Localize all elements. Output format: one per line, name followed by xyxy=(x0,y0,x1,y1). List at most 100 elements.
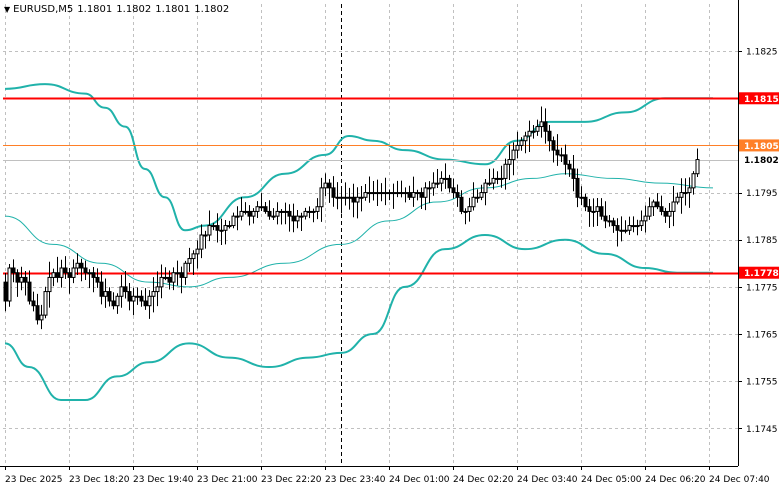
candle xyxy=(39,304,44,330)
candle xyxy=(339,188,344,214)
candle xyxy=(103,278,108,308)
candle xyxy=(251,208,256,224)
candle-body-bull xyxy=(187,258,192,264)
candle xyxy=(495,171,500,185)
candle-body-bear xyxy=(31,300,36,307)
candle-body-bear xyxy=(67,272,72,278)
candle xyxy=(7,264,12,307)
close-value: 1.1802 xyxy=(194,4,230,15)
candle-body-bull xyxy=(7,267,12,302)
candle-body-bull xyxy=(471,196,476,208)
candle xyxy=(23,271,28,296)
candle xyxy=(415,189,420,201)
candle-body-bull xyxy=(159,276,164,288)
candle xyxy=(43,286,48,319)
candle xyxy=(375,179,380,206)
candle-body-bull xyxy=(495,177,500,180)
candle-body-bear xyxy=(547,130,552,142)
candle xyxy=(559,147,564,162)
candle-body-bull xyxy=(367,192,372,195)
candle xyxy=(423,182,428,211)
candle xyxy=(599,198,604,220)
candle-body-bull xyxy=(171,272,176,283)
candle xyxy=(679,178,684,214)
candle-body-bull xyxy=(195,248,200,255)
candle xyxy=(31,291,36,312)
candle-body-bull xyxy=(71,267,76,278)
candle-body-bull xyxy=(691,173,696,189)
candle-body-bear xyxy=(91,272,96,278)
time-axis: 23 Dec 2025 23 Dec 18:20 23 Dec 19:40 23 De… xyxy=(5,466,770,485)
candle-body-bear xyxy=(143,300,148,307)
candle xyxy=(343,182,348,206)
candle xyxy=(19,266,24,291)
candle-body-bull xyxy=(479,192,484,198)
candle-body-bull xyxy=(523,135,528,142)
bollinger-bands xyxy=(4,83,714,401)
candle xyxy=(87,269,92,289)
candle-body-bull xyxy=(415,192,420,195)
candle xyxy=(275,202,280,225)
candle xyxy=(167,270,172,290)
candle xyxy=(183,260,188,285)
candle-body-bull xyxy=(183,262,188,278)
candle-body-bear xyxy=(215,225,220,231)
candle-body-bull xyxy=(595,206,600,212)
time-tick-label: 23 Dec 18:20 xyxy=(69,475,130,485)
time-tick-label: 23 Dec 22:20 xyxy=(261,475,322,485)
candle xyxy=(191,250,196,275)
candle xyxy=(143,288,148,310)
candle xyxy=(491,168,496,190)
candle xyxy=(99,271,104,305)
candle-body-bull xyxy=(627,225,632,231)
candle-body-bull xyxy=(343,196,348,199)
candle xyxy=(79,258,84,282)
candle xyxy=(171,267,176,291)
candle xyxy=(583,193,588,212)
candle xyxy=(215,213,220,243)
candle xyxy=(119,274,124,308)
candle xyxy=(527,120,532,153)
candle-body-bull xyxy=(443,177,448,180)
candle xyxy=(271,208,276,221)
candle xyxy=(591,198,596,227)
candle xyxy=(427,181,432,204)
candle xyxy=(267,200,272,220)
level-price-label-bg xyxy=(739,92,779,105)
candle xyxy=(147,290,152,319)
price-tick-label: 1.1745 xyxy=(746,425,778,435)
candle xyxy=(67,267,72,294)
price-tick-label: 1.1755 xyxy=(746,378,778,388)
candle-body-bull xyxy=(335,196,340,199)
candle-body-bear xyxy=(663,210,668,217)
candle xyxy=(347,187,352,210)
candle-body-bear xyxy=(167,276,172,283)
candle-body-bull xyxy=(339,196,344,199)
level-price-label: 1.1805 xyxy=(744,142,779,152)
time-tick-label: 24 Dec 03:40 xyxy=(517,475,578,485)
symbol-label: EURUSD,M5 xyxy=(13,4,74,15)
caret-down-icon[interactable]: ▼ xyxy=(4,5,11,14)
grid xyxy=(3,4,738,466)
bollinger-middle-band xyxy=(4,173,714,288)
candle xyxy=(463,208,468,225)
candle xyxy=(543,108,548,144)
current-price-label-bg xyxy=(739,153,779,166)
candle-body-bull xyxy=(639,220,644,227)
candle-body-bull xyxy=(203,234,208,237)
candle xyxy=(655,193,660,210)
candle xyxy=(691,171,696,195)
candle-body-bull xyxy=(687,187,692,194)
candle-body-bull xyxy=(695,159,700,175)
candle xyxy=(391,183,396,209)
candle-body-bull xyxy=(315,206,320,212)
candle xyxy=(659,195,664,216)
candle xyxy=(207,210,212,242)
high-value: 1.1802 xyxy=(116,4,152,15)
candle xyxy=(259,193,264,212)
candle xyxy=(619,216,624,242)
candle xyxy=(387,189,392,201)
candle-body-bear xyxy=(267,210,272,217)
